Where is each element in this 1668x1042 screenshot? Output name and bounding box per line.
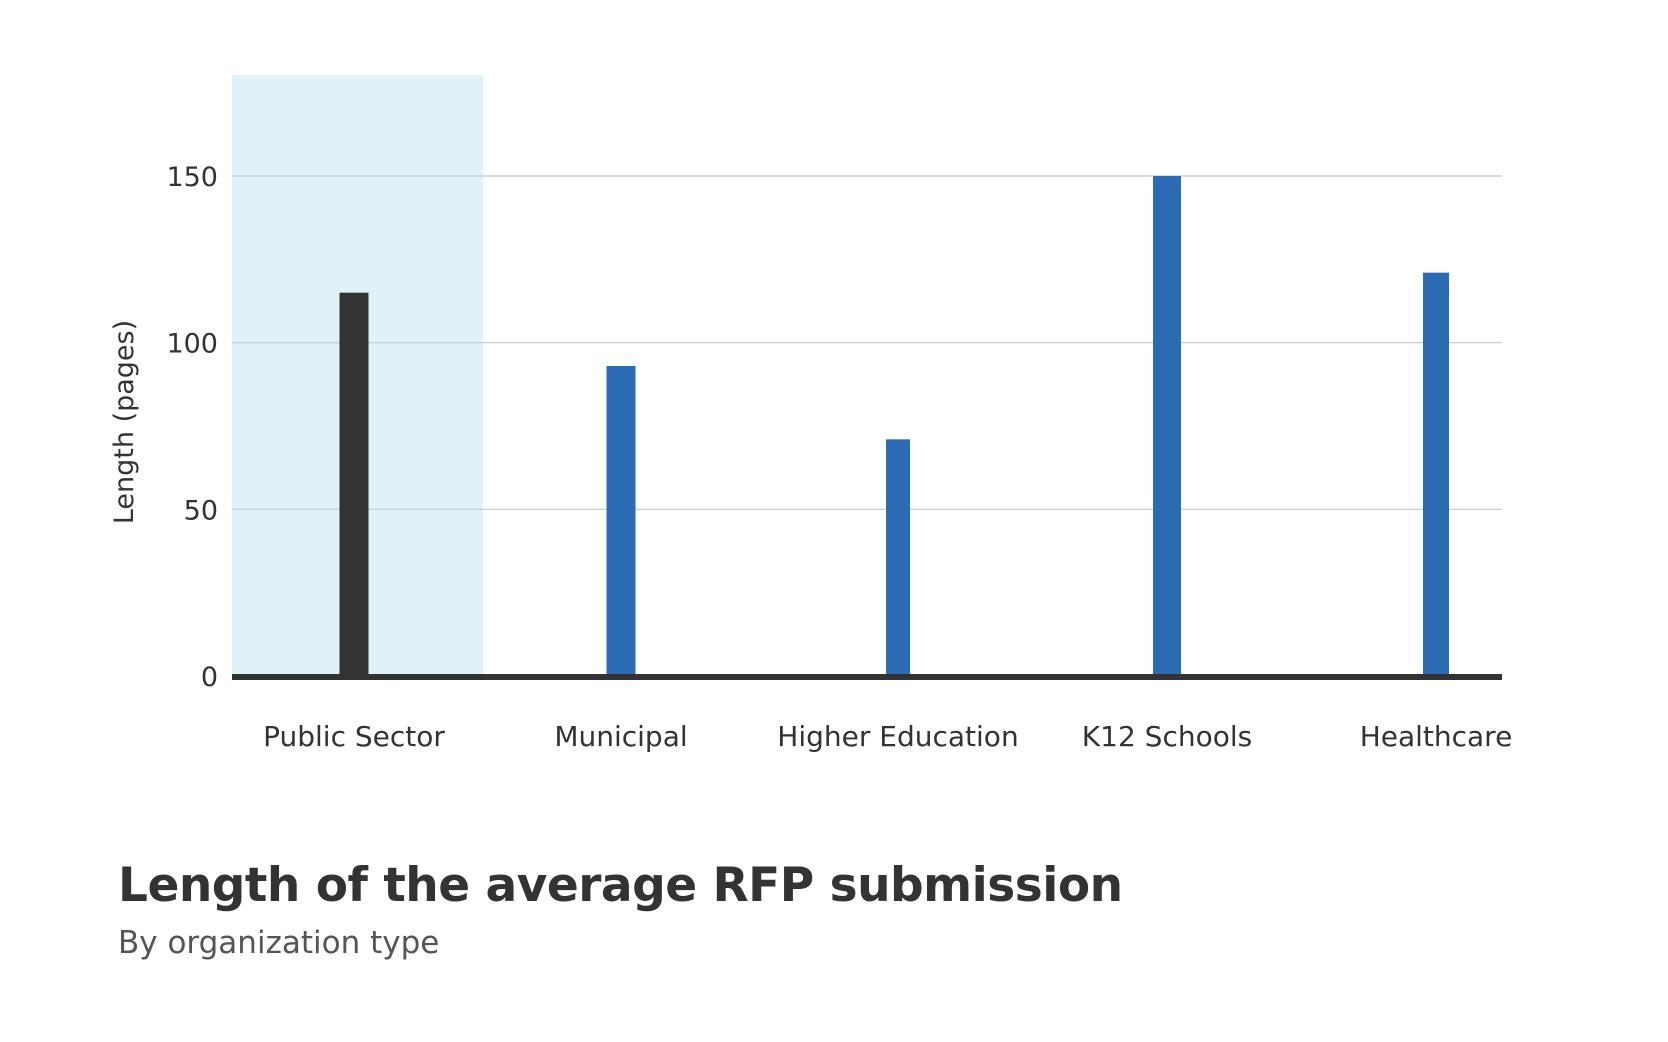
y-tick-label-100: 100 <box>166 329 218 360</box>
bars <box>339 176 1449 676</box>
y-tick-labels: 0 50 100 150 <box>166 162 218 693</box>
y-tick-label-0: 0 <box>201 662 218 693</box>
bar-public-sector <box>339 292 369 676</box>
x-label-higher-education: Higher Education <box>777 720 1018 753</box>
x-axis-baseline <box>232 674 1502 680</box>
x-label-municipal: Municipal <box>554 720 687 753</box>
gridlines <box>232 175 1502 510</box>
bar-healthcare <box>1423 272 1449 676</box>
chart-subtitle: By organization type <box>118 925 440 961</box>
bar-municipal <box>606 366 636 676</box>
x-label-k12-schools: K12 Schools <box>1082 720 1252 753</box>
y-tick-label-50: 50 <box>184 495 218 526</box>
chart-title: Length of the average RFP submission <box>118 858 1123 913</box>
y-axis-title: Length (pages) <box>109 320 140 524</box>
bar-k12-schools <box>1153 176 1181 676</box>
x-label-public-sector: Public Sector <box>263 720 445 753</box>
x-label-healthcare: Healthcare <box>1360 720 1513 753</box>
bar-higher-education <box>886 439 910 676</box>
x-axis-baseline-line <box>232 674 1502 680</box>
x-category-labels: Public Sector Municipal Higher Education K1… <box>263 720 1512 753</box>
y-tick-label-150: 150 <box>166 162 218 193</box>
